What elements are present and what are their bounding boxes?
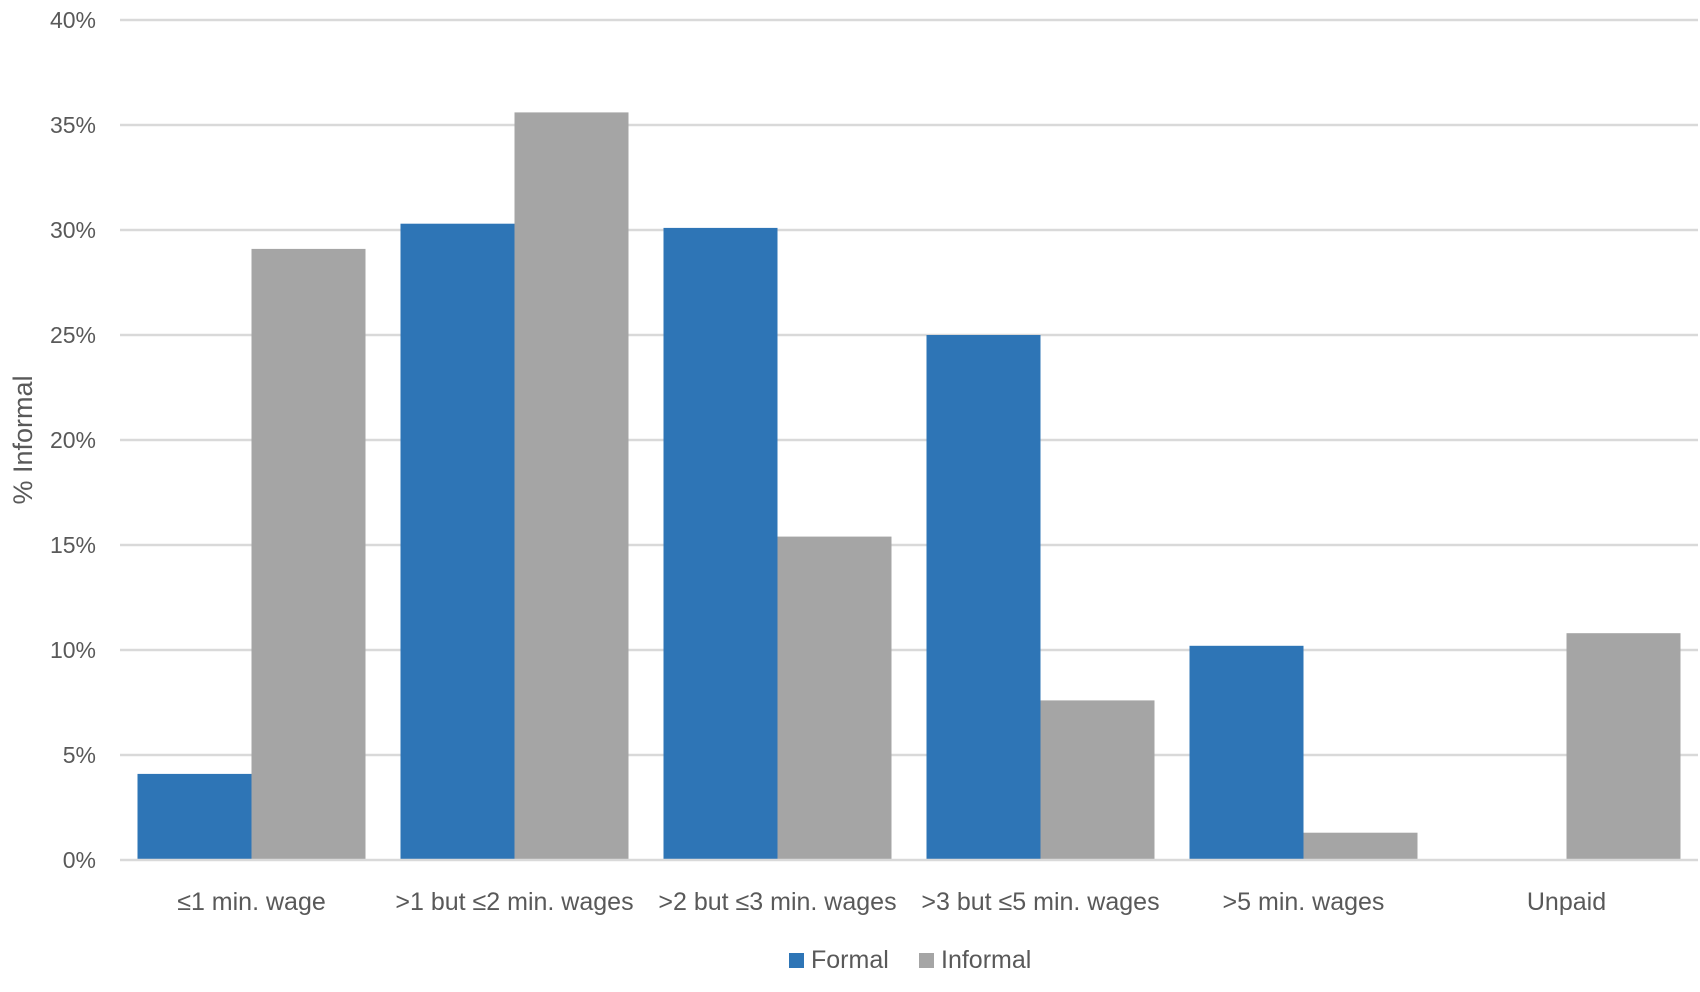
bar-informal — [777, 536, 892, 860]
x-tick-label: ≤1 min. wage — [177, 888, 326, 916]
y-tick-label: 5% — [63, 742, 96, 768]
legend-label: Formal — [811, 946, 889, 974]
bar-formal — [663, 227, 778, 860]
bar-formal — [137, 773, 252, 860]
x-tick-label: >1 but ≤2 min. wages — [395, 888, 633, 916]
y-tick-label: 20% — [50, 427, 96, 453]
y-tick-label: 10% — [50, 637, 96, 663]
gridlines — [120, 18, 1698, 757]
legend: Formal Informal — [789, 946, 1031, 974]
y-tick-label: 40% — [50, 7, 96, 33]
bar-formal — [400, 223, 515, 860]
y-tick-label: 25% — [50, 322, 96, 348]
y-tick-label: 30% — [50, 217, 96, 243]
x-tick-label: Unpaid — [1527, 888, 1606, 916]
bar-informal — [1303, 832, 1418, 860]
x-tick-label: >5 min. wages — [1223, 888, 1385, 916]
y-tick-label: 35% — [50, 112, 96, 138]
x-tick-label: >2 but ≤3 min. wages — [658, 888, 896, 916]
legend-swatch-formal — [789, 953, 804, 968]
bar-informal — [514, 112, 629, 860]
legend-label: Informal — [941, 946, 1031, 974]
y-tick-label: 0% — [63, 847, 96, 873]
bar-informal — [251, 248, 366, 860]
y-axis-label: % Informal — [8, 375, 38, 504]
bar-formal — [1189, 645, 1304, 860]
legend-swatch-informal — [919, 953, 934, 968]
bar-informal — [1566, 633, 1681, 860]
bars — [137, 112, 1681, 860]
y-axis-ticks: 0% 5% 10% 15% 20% 25% 30% 35% 40% — [50, 7, 96, 873]
y-tick-label: 15% — [50, 532, 96, 558]
x-axis-ticks: ≤1 min. wage >1 but ≤2 min. wages >2 but ≤… — [177, 888, 1606, 916]
x-tick-label: >3 but ≤5 min. wages — [921, 888, 1159, 916]
bar-informal — [1040, 700, 1155, 860]
bar-formal — [926, 335, 1041, 860]
